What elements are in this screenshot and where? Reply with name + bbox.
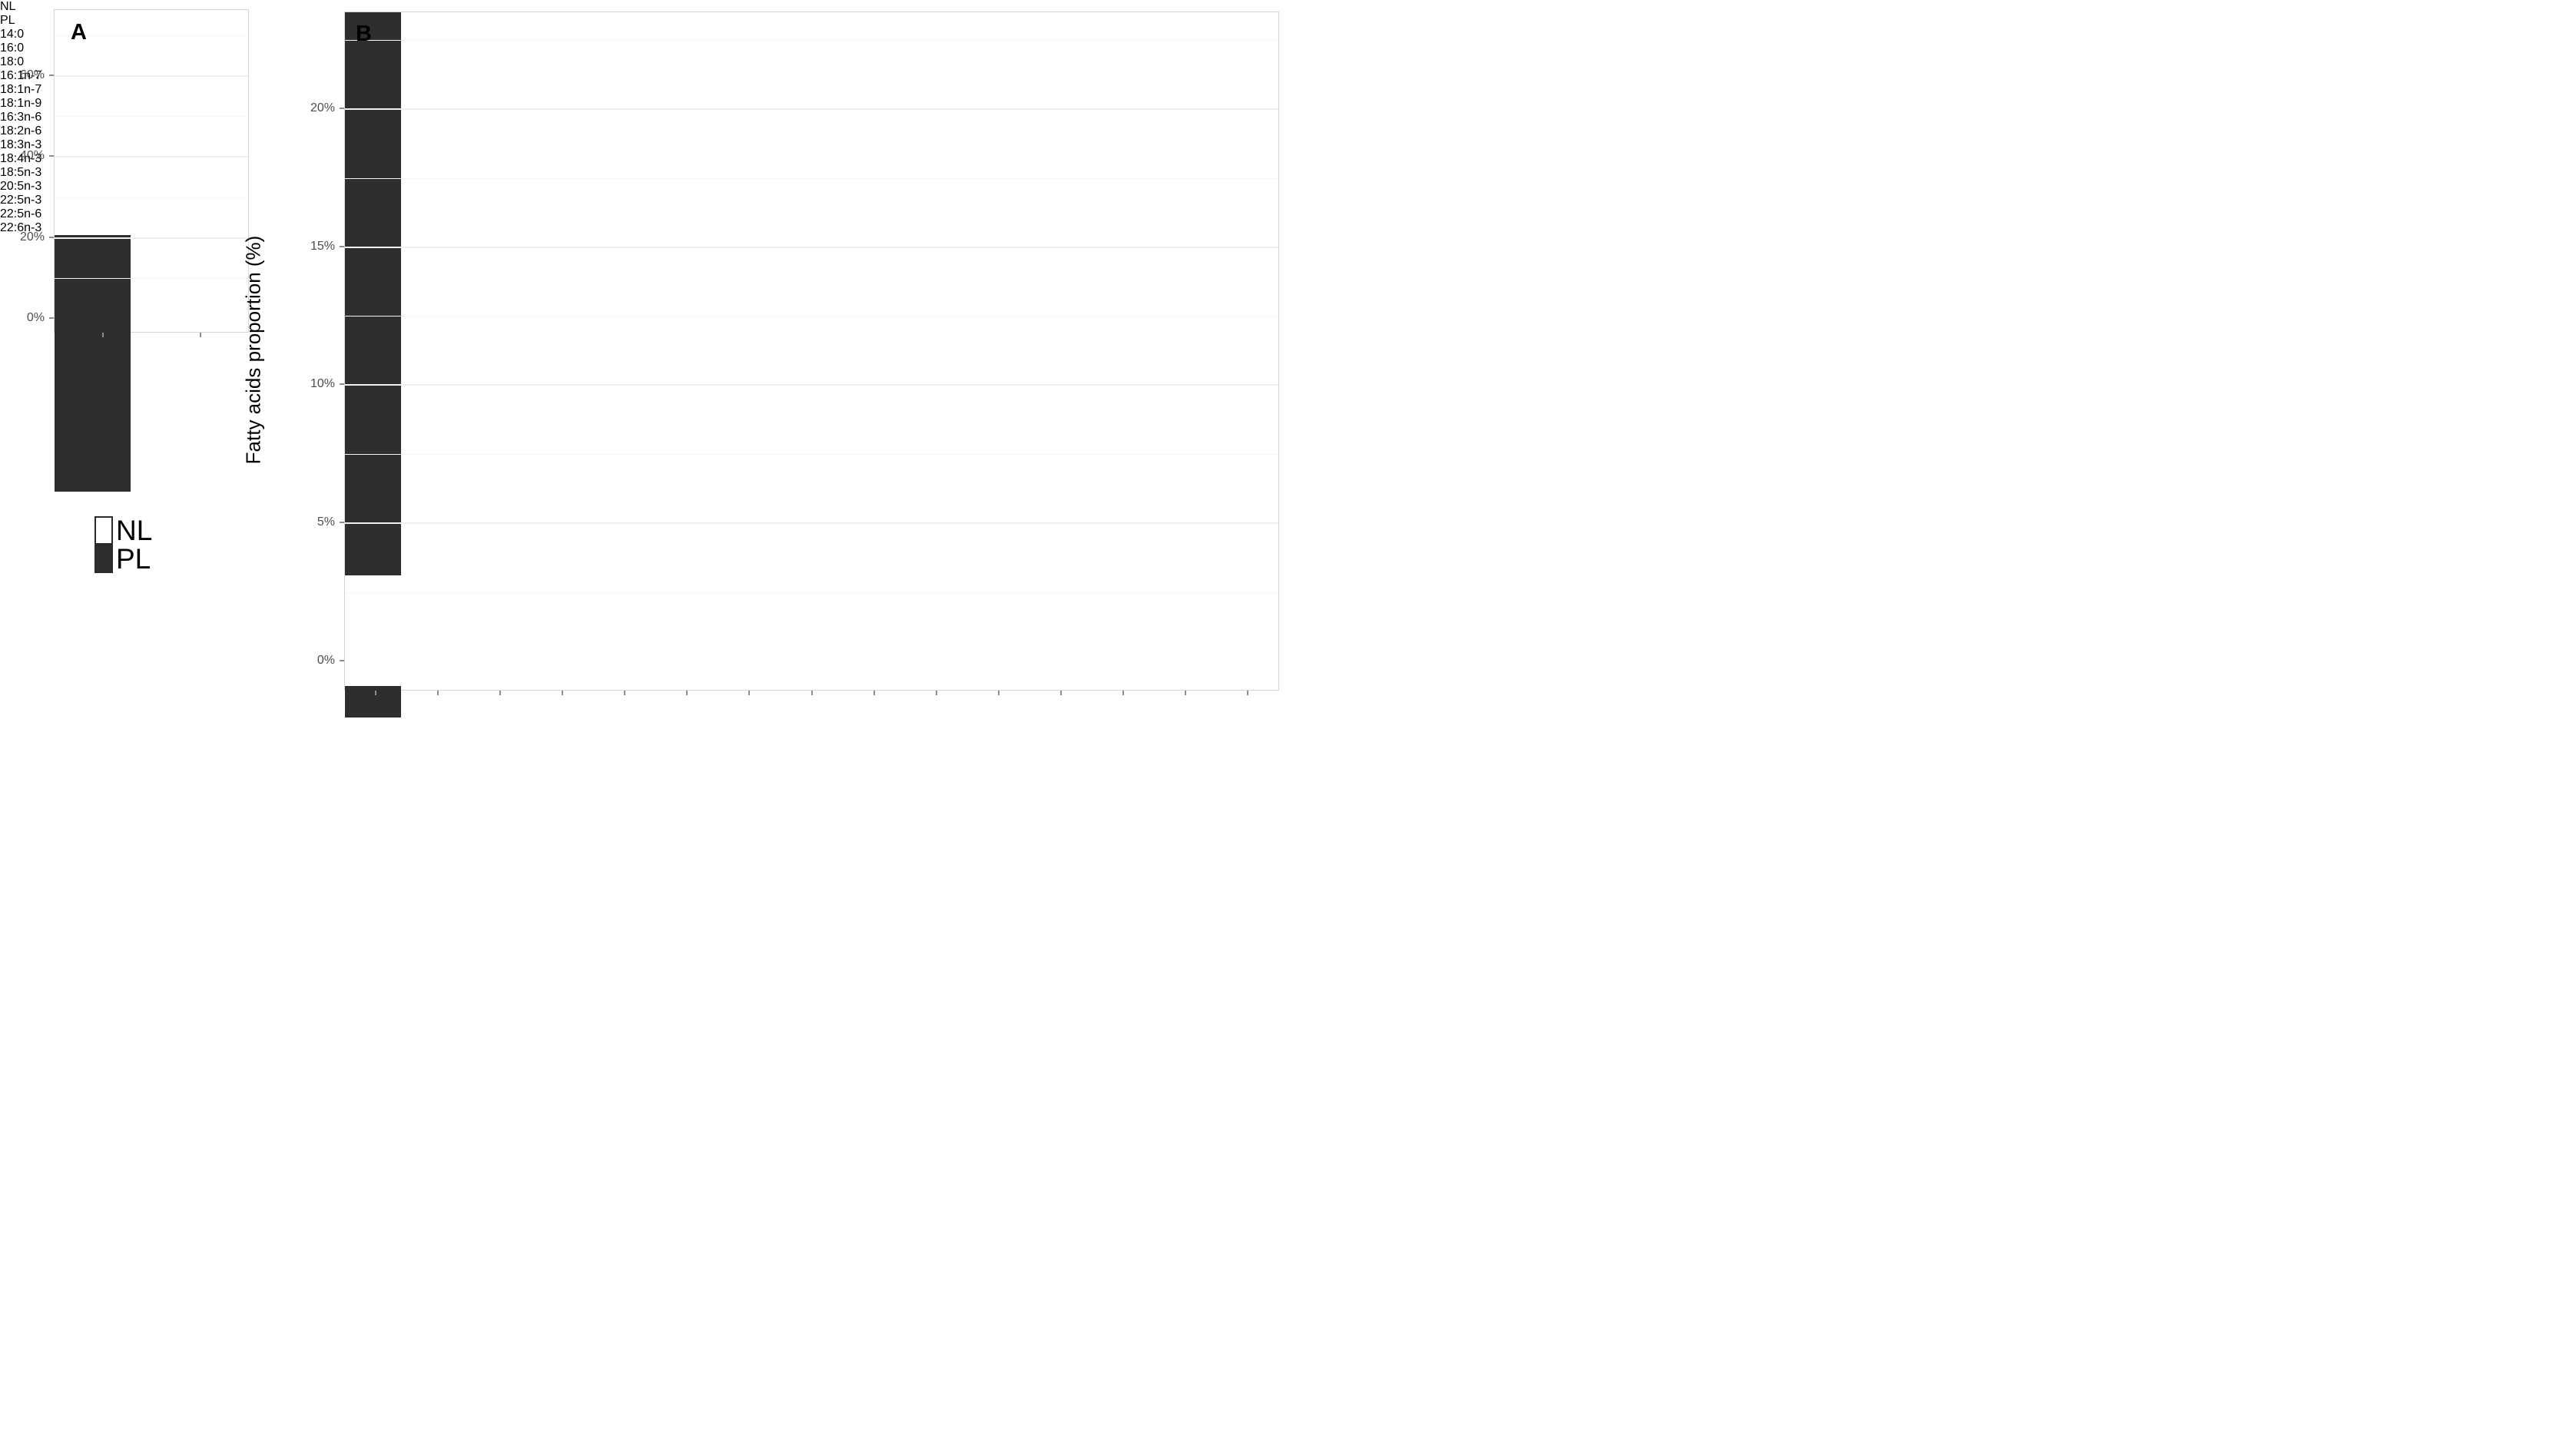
undefined [340, 521, 344, 523]
undefined [345, 246, 1278, 248]
undefined: 20% [310, 101, 335, 114]
undefined [101, 333, 104, 337]
undefined [49, 317, 54, 319]
legend-swatch-pl [94, 545, 113, 573]
undefined: 22:6n-3 [0, 221, 42, 234]
undefined [436, 691, 439, 695]
legend-item-pl: PL [94, 545, 152, 573]
undefined [340, 245, 344, 247]
undefined [49, 74, 54, 76]
undefined: 60% [19, 68, 45, 81]
undefined: 10% [310, 377, 335, 391]
undefined [49, 155, 54, 157]
legend-swatch-nl [94, 516, 113, 545]
panel-b-plot-area [344, 12, 1279, 718]
undefined [345, 40, 1278, 41]
undefined [1247, 691, 1249, 695]
undefined: 18:1n-7 [0, 83, 42, 96]
undefined [55, 75, 248, 77]
undefined: PL [0, 14, 15, 27]
panel-a-plot-area [54, 9, 249, 492]
undefined: 15% [310, 239, 335, 253]
undefined [340, 107, 344, 109]
legend: NL PL [94, 516, 152, 573]
undefined [55, 116, 248, 118]
panel-b-y-axis-title: Fatty acids proportion (%) [241, 235, 265, 465]
undefined: 18:1n-9 [0, 97, 42, 110]
undefined: NL [0, 0, 16, 13]
undefined [997, 691, 1000, 695]
undefined: 16:0 [0, 41, 25, 55]
undefined: 18:4n-3 [0, 152, 42, 165]
undefined [55, 197, 248, 198]
undefined [55, 237, 248, 239]
undefined [345, 108, 1278, 110]
undefined [345, 592, 1278, 593]
panel-b-letter: B [356, 22, 372, 46]
undefined [345, 384, 1278, 386]
undefined [748, 691, 751, 695]
undefined [55, 156, 248, 157]
undefined [49, 236, 54, 238]
undefined [340, 383, 344, 386]
undefined [624, 691, 626, 695]
undefined [345, 177, 1278, 179]
undefined [55, 35, 248, 36]
undefined [935, 691, 937, 695]
undefined [345, 12, 401, 575]
undefined: 0% [317, 653, 335, 667]
undefined: 20:5n-3 [0, 180, 42, 193]
undefined [1060, 691, 1063, 695]
undefined [55, 10, 131, 161]
undefined [1185, 691, 1187, 695]
undefined: 20% [19, 230, 45, 244]
undefined: 0% [26, 311, 45, 324]
undefined: 5% [317, 515, 335, 529]
undefined [499, 691, 501, 695]
undefined [374, 691, 376, 695]
undefined: 18:0 [0, 55, 25, 68]
undefined: 18:3n-3 [0, 138, 42, 151]
undefined: 40% [19, 149, 45, 162]
undefined [345, 454, 1278, 456]
undefined [345, 522, 1278, 524]
undefined: 18:5n-3 [0, 166, 42, 179]
undefined [686, 691, 688, 695]
legend-item-nl: NL [94, 516, 152, 545]
figure: A B Fatty acids proportion (%) NL PL 0% 2… [0, 0, 1288, 718]
undefined [55, 278, 248, 280]
undefined: 14:0 [0, 28, 25, 41]
undefined: 22:5n-3 [0, 194, 42, 207]
legend-label-nl: NL [116, 515, 153, 546]
undefined [340, 659, 344, 661]
undefined [345, 685, 401, 718]
undefined: 22:5n-6 [0, 207, 42, 220]
undefined [811, 691, 813, 695]
undefined [199, 333, 201, 337]
undefined: 16:3n-6 [0, 111, 42, 124]
undefined [55, 235, 131, 492]
undefined [561, 691, 563, 695]
undefined [873, 691, 875, 695]
undefined [1122, 691, 1125, 695]
undefined: 16:1n-7 [0, 69, 42, 82]
legend-label-pl: PL [116, 543, 151, 575]
panel-a-letter: A [71, 20, 87, 45]
undefined: 18:2n-6 [0, 124, 42, 138]
